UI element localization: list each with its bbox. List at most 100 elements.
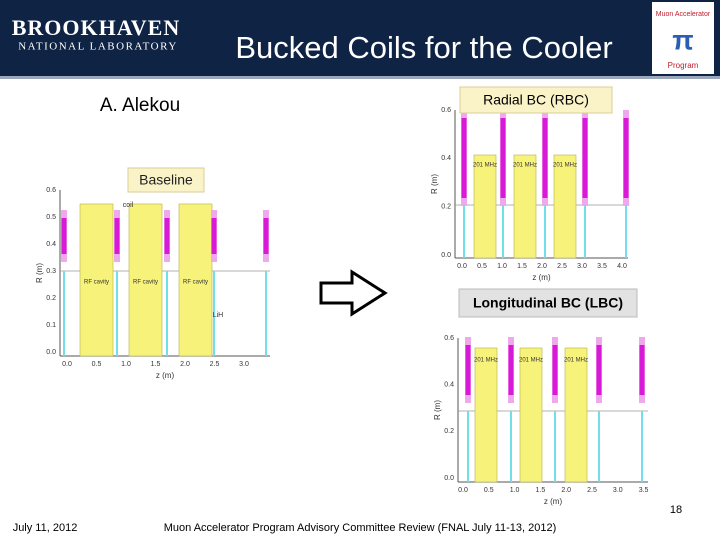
cavity-label: 201 MHz <box>473 163 497 169</box>
y-tick-label: 0.2 <box>46 295 56 302</box>
cavity-label: 201 MHz <box>474 358 498 364</box>
y-tick-label: 0.6 <box>441 107 451 114</box>
program-logo-top: Muon Accelerator <box>656 11 711 18</box>
rf-cavity <box>553 154 577 259</box>
coil <box>582 118 588 198</box>
coil <box>552 345 558 395</box>
x-tick-label: 2.0 <box>180 361 190 368</box>
x-tick-label: 2.0 <box>561 487 571 494</box>
y-tick-label: 0.0 <box>444 475 454 482</box>
y-tick-label: 0.0 <box>46 349 56 356</box>
title-bar <box>0 0 720 76</box>
x-tick-label: 1.5 <box>151 361 161 368</box>
x-tick-label: 3.5 <box>597 263 607 270</box>
y-tick-label: 0.1 <box>46 322 56 329</box>
x-tick-label: 3.0 <box>613 487 623 494</box>
x-tick-label: 2.5 <box>557 263 567 270</box>
x-tick-label: 3.0 <box>239 361 249 368</box>
x-tick-label: 1.5 <box>517 263 527 270</box>
program-logo-bottom: Program <box>668 61 699 70</box>
y-axis-label: R (m) <box>433 400 442 420</box>
y-tick-label: 0.3 <box>46 268 56 275</box>
rf-cavity <box>473 154 497 259</box>
y-tick-label: 0.4 <box>46 241 56 248</box>
x-tick-label: 4.0 <box>617 263 627 270</box>
label-box <box>127 167 205 193</box>
panel-label: Longitudinal BC (LBC) <box>473 295 623 311</box>
arrow <box>319 269 388 317</box>
page-number: 18 <box>670 504 682 516</box>
x-axis-label: z (m) <box>544 497 563 506</box>
cavity-label: 201 MHz <box>553 163 577 169</box>
panel-label: Baseline <box>139 172 193 188</box>
cavity-label: 201 MHz <box>564 358 588 364</box>
label-box <box>458 288 638 318</box>
coil <box>500 118 506 198</box>
slide-title: Bucked Coils for the Cooler <box>235 30 612 65</box>
x-tick-label: 2.0 <box>537 263 547 270</box>
y-tick-label: 0.4 <box>444 382 454 389</box>
y-tick-label: 0.2 <box>441 204 451 211</box>
coil <box>465 345 471 395</box>
coil <box>211 218 217 254</box>
x-tick-label: 2.5 <box>210 361 220 368</box>
author: A. Alekou <box>100 95 180 116</box>
coil <box>461 118 467 198</box>
y-axis-label: R (m) <box>430 174 439 194</box>
y-tick-label: 0.5 <box>46 214 56 221</box>
label-box <box>459 86 613 114</box>
cavity-label: RF cavity <box>183 280 208 286</box>
logo-bottom: NATIONAL LABORATORY <box>18 41 178 53</box>
x-tick-label: 1.0 <box>497 263 507 270</box>
program-logo-box <box>652 2 714 74</box>
x-tick-label: 0.5 <box>484 487 494 494</box>
cavity-label: 201 MHz <box>519 358 543 364</box>
x-tick-label: 0.5 <box>477 263 487 270</box>
coil <box>639 345 645 395</box>
rf-cavity <box>519 347 543 483</box>
x-tick-label: 2.5 <box>587 487 597 494</box>
panel-label: Radial BC (RBC) <box>483 92 589 108</box>
y-tick-label: 0.6 <box>46 187 56 194</box>
rf-cavity <box>564 347 588 483</box>
program-logo-symbol: π <box>672 24 693 55</box>
x-tick-label: 1.0 <box>121 361 131 368</box>
cavity-label: RF cavity <box>84 280 109 286</box>
coil <box>596 345 602 395</box>
y-tick-label: 0.6 <box>444 335 454 342</box>
coil-label: coil <box>123 202 134 209</box>
x-tick-label: 1.0 <box>510 487 520 494</box>
x-tick-label: 0.0 <box>62 361 72 368</box>
coil <box>114 218 120 254</box>
y-tick-label: 0.2 <box>444 428 454 435</box>
rf-cavity <box>128 203 163 357</box>
logo-top: BROOKHAVEN <box>12 15 181 40</box>
coil <box>263 218 269 254</box>
absorber-label: LiH <box>213 312 224 319</box>
rf-cavity <box>474 347 498 483</box>
coil <box>542 118 548 198</box>
cavity-label: RF cavity <box>133 280 158 286</box>
y-axis-label: R (m) <box>35 263 44 283</box>
x-tick-label: 0.5 <box>92 361 102 368</box>
x-tick-label: 1.5 <box>536 487 546 494</box>
x-tick-label: 3.5 <box>639 487 649 494</box>
y-tick-label: 0.4 <box>441 155 451 162</box>
rf-cavity <box>79 203 114 357</box>
title-rule <box>0 76 720 79</box>
x-axis-label: z (m) <box>156 371 175 380</box>
rf-cavity <box>513 154 537 259</box>
x-tick-label: 0.0 <box>457 263 467 270</box>
x-tick-label: 3.0 <box>577 263 587 270</box>
coil <box>623 118 629 198</box>
rf-cavity <box>178 203 213 357</box>
coil <box>61 218 67 254</box>
coil <box>508 345 514 395</box>
footer-date: July 11, 2012 <box>13 522 78 534</box>
x-axis-label: z (m) <box>532 273 551 282</box>
cavity-label: 201 MHz <box>513 163 537 169</box>
coil <box>164 218 170 254</box>
x-tick-label: 0.0 <box>458 487 468 494</box>
footer-event: Muon Accelerator Program Advisory Commit… <box>164 522 557 534</box>
